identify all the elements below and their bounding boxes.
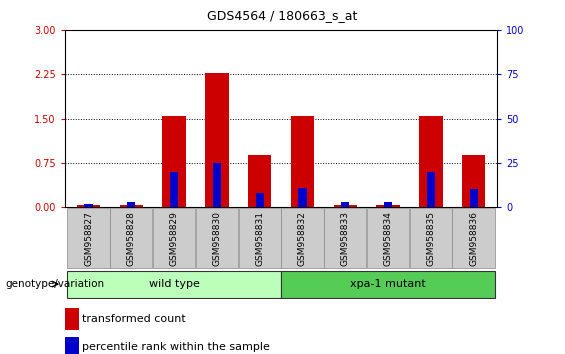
Text: GSM958834: GSM958834 — [384, 211, 393, 266]
FancyBboxPatch shape — [410, 208, 452, 268]
FancyBboxPatch shape — [67, 270, 281, 298]
FancyBboxPatch shape — [367, 208, 409, 268]
Text: percentile rank within the sample: percentile rank within the sample — [82, 342, 270, 353]
FancyBboxPatch shape — [281, 208, 324, 268]
Bar — [65, 308, 80, 330]
Bar — [298, 188, 307, 207]
FancyBboxPatch shape — [238, 208, 281, 268]
Text: GSM958827: GSM958827 — [84, 211, 93, 266]
FancyBboxPatch shape — [195, 208, 238, 268]
FancyBboxPatch shape — [453, 208, 495, 268]
Text: GSM958833: GSM958833 — [341, 211, 350, 266]
Bar — [65, 337, 80, 354]
Text: GSM958828: GSM958828 — [127, 211, 136, 266]
FancyBboxPatch shape — [67, 208, 110, 268]
FancyBboxPatch shape — [110, 208, 153, 268]
Text: GSM958831: GSM958831 — [255, 211, 264, 266]
Bar — [84, 204, 93, 207]
FancyBboxPatch shape — [324, 208, 367, 268]
Bar — [427, 172, 435, 207]
Bar — [384, 202, 392, 207]
Bar — [127, 202, 136, 207]
Bar — [248, 155, 271, 207]
Text: transformed count: transformed count — [82, 314, 186, 324]
Bar — [341, 202, 349, 207]
Bar — [255, 193, 264, 207]
Bar — [170, 172, 178, 207]
Text: wild type: wild type — [149, 279, 199, 289]
Text: GSM958830: GSM958830 — [212, 211, 221, 266]
Bar — [376, 205, 400, 207]
Bar — [205, 73, 229, 207]
Bar — [77, 205, 100, 207]
FancyBboxPatch shape — [281, 270, 495, 298]
Bar — [462, 155, 485, 207]
Bar — [213, 163, 221, 207]
Text: xpa-1 mutant: xpa-1 mutant — [350, 279, 426, 289]
Text: GSM958832: GSM958832 — [298, 211, 307, 266]
Text: GSM958829: GSM958829 — [170, 211, 179, 266]
Bar — [291, 116, 314, 207]
Text: GDS4564 / 180663_s_at: GDS4564 / 180663_s_at — [207, 9, 358, 22]
Bar — [162, 116, 186, 207]
Bar — [333, 205, 357, 207]
Bar — [120, 205, 143, 207]
FancyBboxPatch shape — [153, 208, 195, 268]
Text: GSM958835: GSM958835 — [427, 211, 436, 266]
Bar — [419, 116, 442, 207]
Text: genotype/variation: genotype/variation — [6, 279, 105, 289]
Text: GSM958836: GSM958836 — [469, 211, 478, 266]
Bar — [470, 189, 478, 207]
